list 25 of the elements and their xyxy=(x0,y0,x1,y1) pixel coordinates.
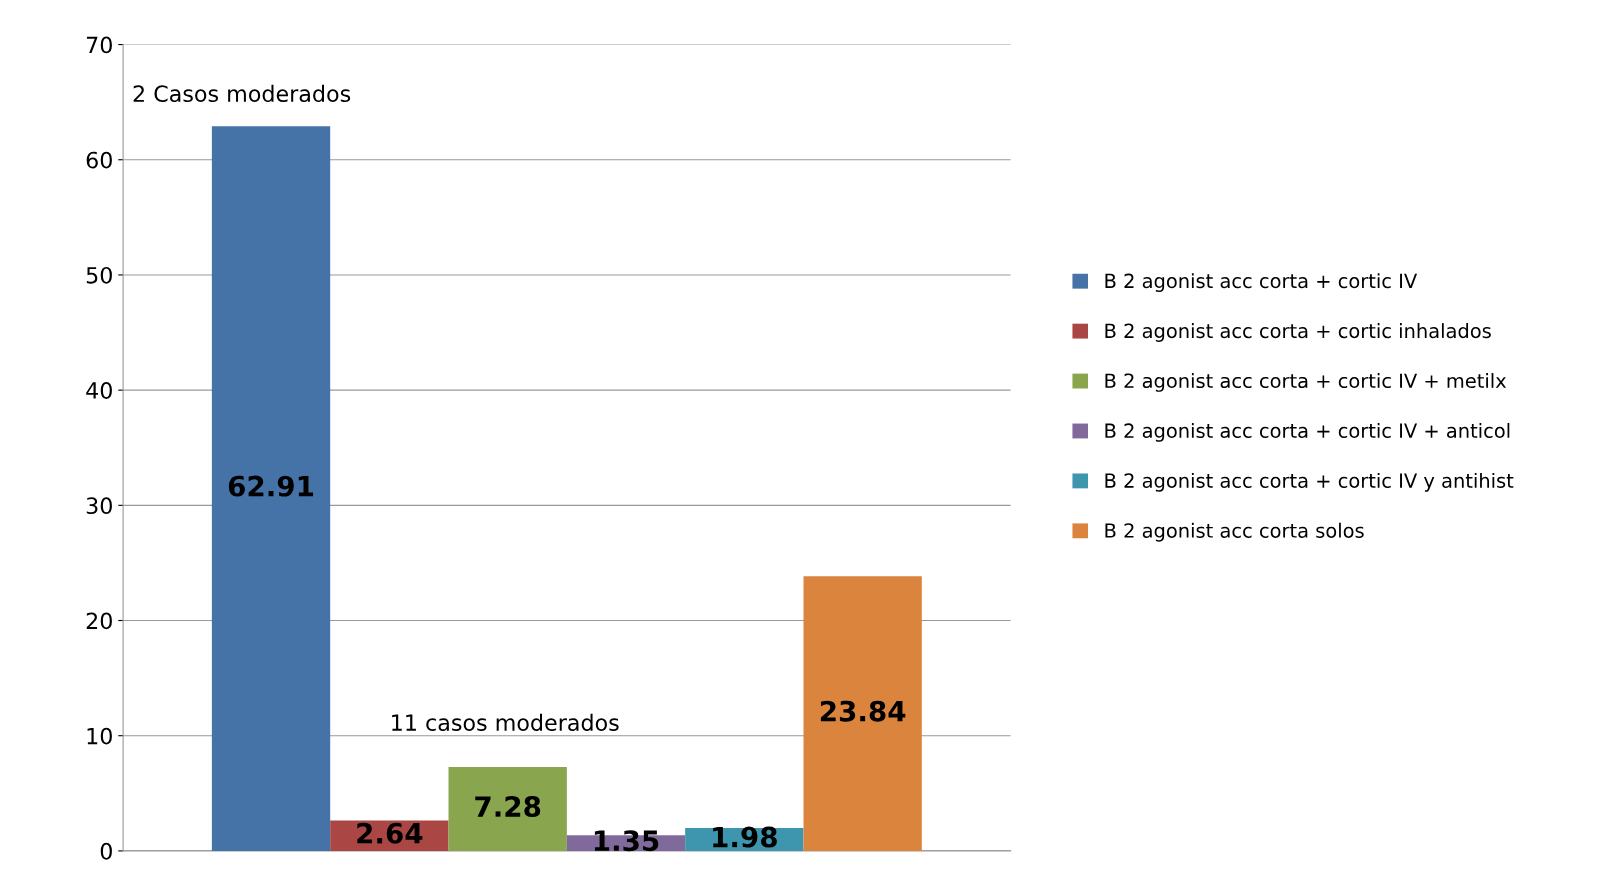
y-tick-label: 10 xyxy=(87,727,112,745)
data-label: 62.91 xyxy=(228,475,314,497)
legend-label: B 2 agonist acc corta + cortic IV + metilx xyxy=(1105,373,1507,392)
data-label: 7.28 xyxy=(475,796,541,818)
legend-label: B 2 agonist acc corta + cortic IV y antihist xyxy=(1105,472,1514,492)
data-label: 2.64 xyxy=(357,822,423,844)
legend-label: B 2 agonist acc corta solos xyxy=(1105,522,1364,542)
bar xyxy=(448,767,567,851)
data-label: 1.98 xyxy=(713,826,777,848)
annotation: 11 casos moderados xyxy=(392,713,619,732)
y-tick-label: 60 xyxy=(86,151,112,169)
bar xyxy=(211,126,331,851)
legend-label: B 2 agonist acc corta + cortic inhalados xyxy=(1105,323,1491,342)
annotation: 2 Casos moderados xyxy=(133,84,351,103)
y-tick-label: 20 xyxy=(86,612,112,630)
y-tick-label: 50 xyxy=(86,266,112,284)
legend-label: B 2 agonist acc corta + cortic IV xyxy=(1105,273,1418,292)
data-label: 1.35 xyxy=(594,830,659,852)
y-tick-label: 30 xyxy=(86,497,112,515)
data-label: 23.84 xyxy=(820,700,906,722)
y-tick-label: 70 xyxy=(86,36,112,54)
y-tick-label: 0 xyxy=(100,842,112,860)
y-tick-label: 40 xyxy=(86,382,112,399)
bar xyxy=(803,576,922,851)
legend-label: B 2 agonist acc corta + cortic IV + anticol xyxy=(1105,422,1510,442)
